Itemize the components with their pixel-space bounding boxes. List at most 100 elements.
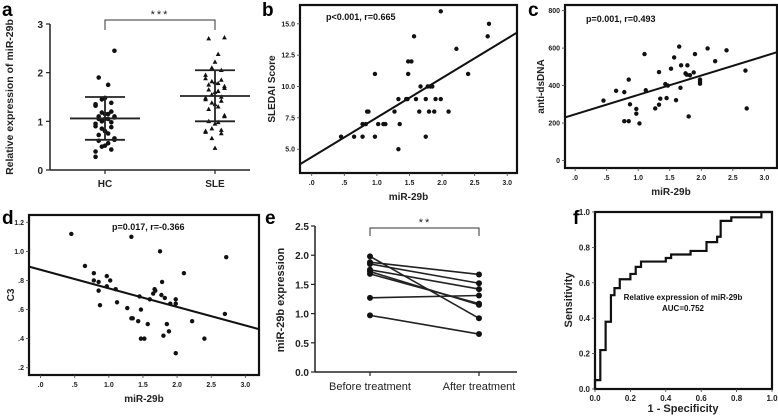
data-point-sle bbox=[209, 78, 215, 84]
data-point-hc bbox=[109, 120, 114, 125]
data-point bbox=[485, 34, 490, 39]
y-tick-label: 200 bbox=[548, 121, 560, 128]
data-point bbox=[202, 336, 207, 341]
data-point bbox=[433, 96, 438, 102]
y-tick-label: 1.5 bbox=[295, 280, 309, 291]
data-point bbox=[423, 96, 428, 102]
data-point bbox=[678, 63, 684, 68]
y-tick-label: 0.5 bbox=[295, 339, 309, 350]
before-point bbox=[367, 294, 373, 301]
after-point bbox=[476, 300, 482, 307]
data-point bbox=[409, 59, 414, 64]
y-tick-label: 0.0 bbox=[295, 368, 309, 379]
data-point-sle bbox=[212, 59, 218, 64]
x-tick-label: 0.8 bbox=[731, 394, 743, 403]
y-tick-label: .2 bbox=[18, 365, 24, 372]
data-point bbox=[671, 55, 677, 60]
regression-line bbox=[564, 51, 778, 119]
data-point bbox=[396, 146, 401, 152]
significance-bracket bbox=[369, 227, 480, 236]
paired-line bbox=[369, 269, 480, 290]
y-tick-label: 800 bbox=[548, 8, 560, 15]
x-tick-label: 2.0 bbox=[696, 175, 706, 182]
data-point bbox=[432, 109, 437, 114]
y-tick-label: 0.6 bbox=[579, 279, 591, 288]
data-point-sle bbox=[209, 126, 215, 131]
data-point-hc bbox=[105, 111, 111, 117]
data-point bbox=[135, 318, 141, 324]
x-tick-label: After treatment bbox=[443, 381, 516, 393]
y-axis-label: miR-29b expression bbox=[275, 247, 287, 352]
data-point bbox=[438, 96, 443, 102]
data-point bbox=[423, 134, 428, 139]
data-point bbox=[656, 102, 662, 107]
y-tick-label: 400 bbox=[548, 83, 560, 90]
before-point bbox=[367, 270, 373, 277]
data-point bbox=[426, 109, 432, 114]
data-point bbox=[626, 77, 631, 82]
y-tick-label: 1.0 bbox=[579, 208, 591, 217]
y-axis-label: C3 bbox=[6, 288, 17, 301]
x-tick-label: 2.0 bbox=[172, 382, 182, 389]
data-point bbox=[691, 70, 696, 75]
before-point bbox=[367, 260, 373, 267]
data-point-sle bbox=[215, 104, 221, 109]
data-point bbox=[360, 134, 365, 139]
after-point bbox=[476, 286, 482, 293]
data-point bbox=[181, 270, 187, 276]
data-point bbox=[162, 295, 168, 301]
data-point bbox=[157, 249, 163, 254]
x-tick-label: SLE bbox=[205, 179, 225, 190]
data-point bbox=[383, 121, 388, 127]
data-point bbox=[138, 307, 144, 312]
x-tick-label: 2.5 bbox=[728, 175, 738, 182]
y-axis-label: SLEDAI Score bbox=[267, 55, 278, 123]
data-point bbox=[743, 68, 748, 73]
x-axis-label: 1 - Specificity bbox=[648, 403, 720, 415]
data-point bbox=[142, 336, 147, 341]
x-tick-label: 1.5 bbox=[665, 175, 675, 182]
y-tick-label: 12.5 bbox=[281, 53, 295, 60]
data-point bbox=[405, 71, 411, 77]
y-tick-label: 2.5 bbox=[295, 222, 309, 233]
data-point bbox=[114, 300, 120, 305]
data-point-sle bbox=[218, 77, 224, 82]
data-point-hc bbox=[93, 154, 98, 160]
data-point bbox=[438, 9, 443, 14]
data-point-hc bbox=[93, 149, 98, 154]
x-tick-label: 1.5 bbox=[405, 180, 415, 187]
y-axis-label: Sensitivity bbox=[563, 272, 575, 328]
data-point bbox=[627, 102, 633, 107]
y-axis-label: anti-dsDNA bbox=[536, 59, 547, 113]
data-point bbox=[159, 279, 165, 285]
data-point-hc bbox=[112, 48, 117, 54]
panel-letter-c: c bbox=[528, 0, 539, 21]
data-point-hc bbox=[96, 132, 101, 138]
panel-letter-e: e bbox=[265, 208, 276, 229]
data-point bbox=[697, 81, 703, 86]
x-tick-label: 0.6 bbox=[696, 394, 708, 403]
x-axis-label: miR-29b bbox=[651, 187, 690, 198]
x-tick-label: 1.0 bbox=[633, 175, 643, 182]
auc-label: Relative expression of miR-29b bbox=[624, 293, 743, 302]
y-tick-label: 0.4 bbox=[579, 314, 591, 323]
y-tick-label: 0 bbox=[556, 158, 560, 165]
x-tick-label: Before treatment bbox=[329, 381, 411, 393]
data-point bbox=[686, 114, 691, 119]
significance-stars: *** bbox=[151, 9, 170, 21]
data-point bbox=[96, 288, 101, 293]
data-point bbox=[656, 69, 662, 75]
data-point bbox=[417, 109, 422, 114]
y-tick-label: 0.0 bbox=[579, 385, 591, 394]
y-tick-label: 1.0 bbox=[14, 249, 24, 256]
x-tick-label: 2.5 bbox=[470, 180, 480, 187]
data-point-hc bbox=[109, 109, 114, 114]
data-point-sle bbox=[206, 36, 212, 41]
paired-line bbox=[369, 273, 480, 305]
data-point-sle bbox=[222, 35, 227, 40]
y-tick-label: 1.0 bbox=[295, 310, 309, 321]
data-point-hc bbox=[99, 97, 105, 102]
data-point-hc bbox=[99, 144, 105, 149]
data-point bbox=[446, 109, 451, 114]
data-point bbox=[613, 88, 619, 94]
